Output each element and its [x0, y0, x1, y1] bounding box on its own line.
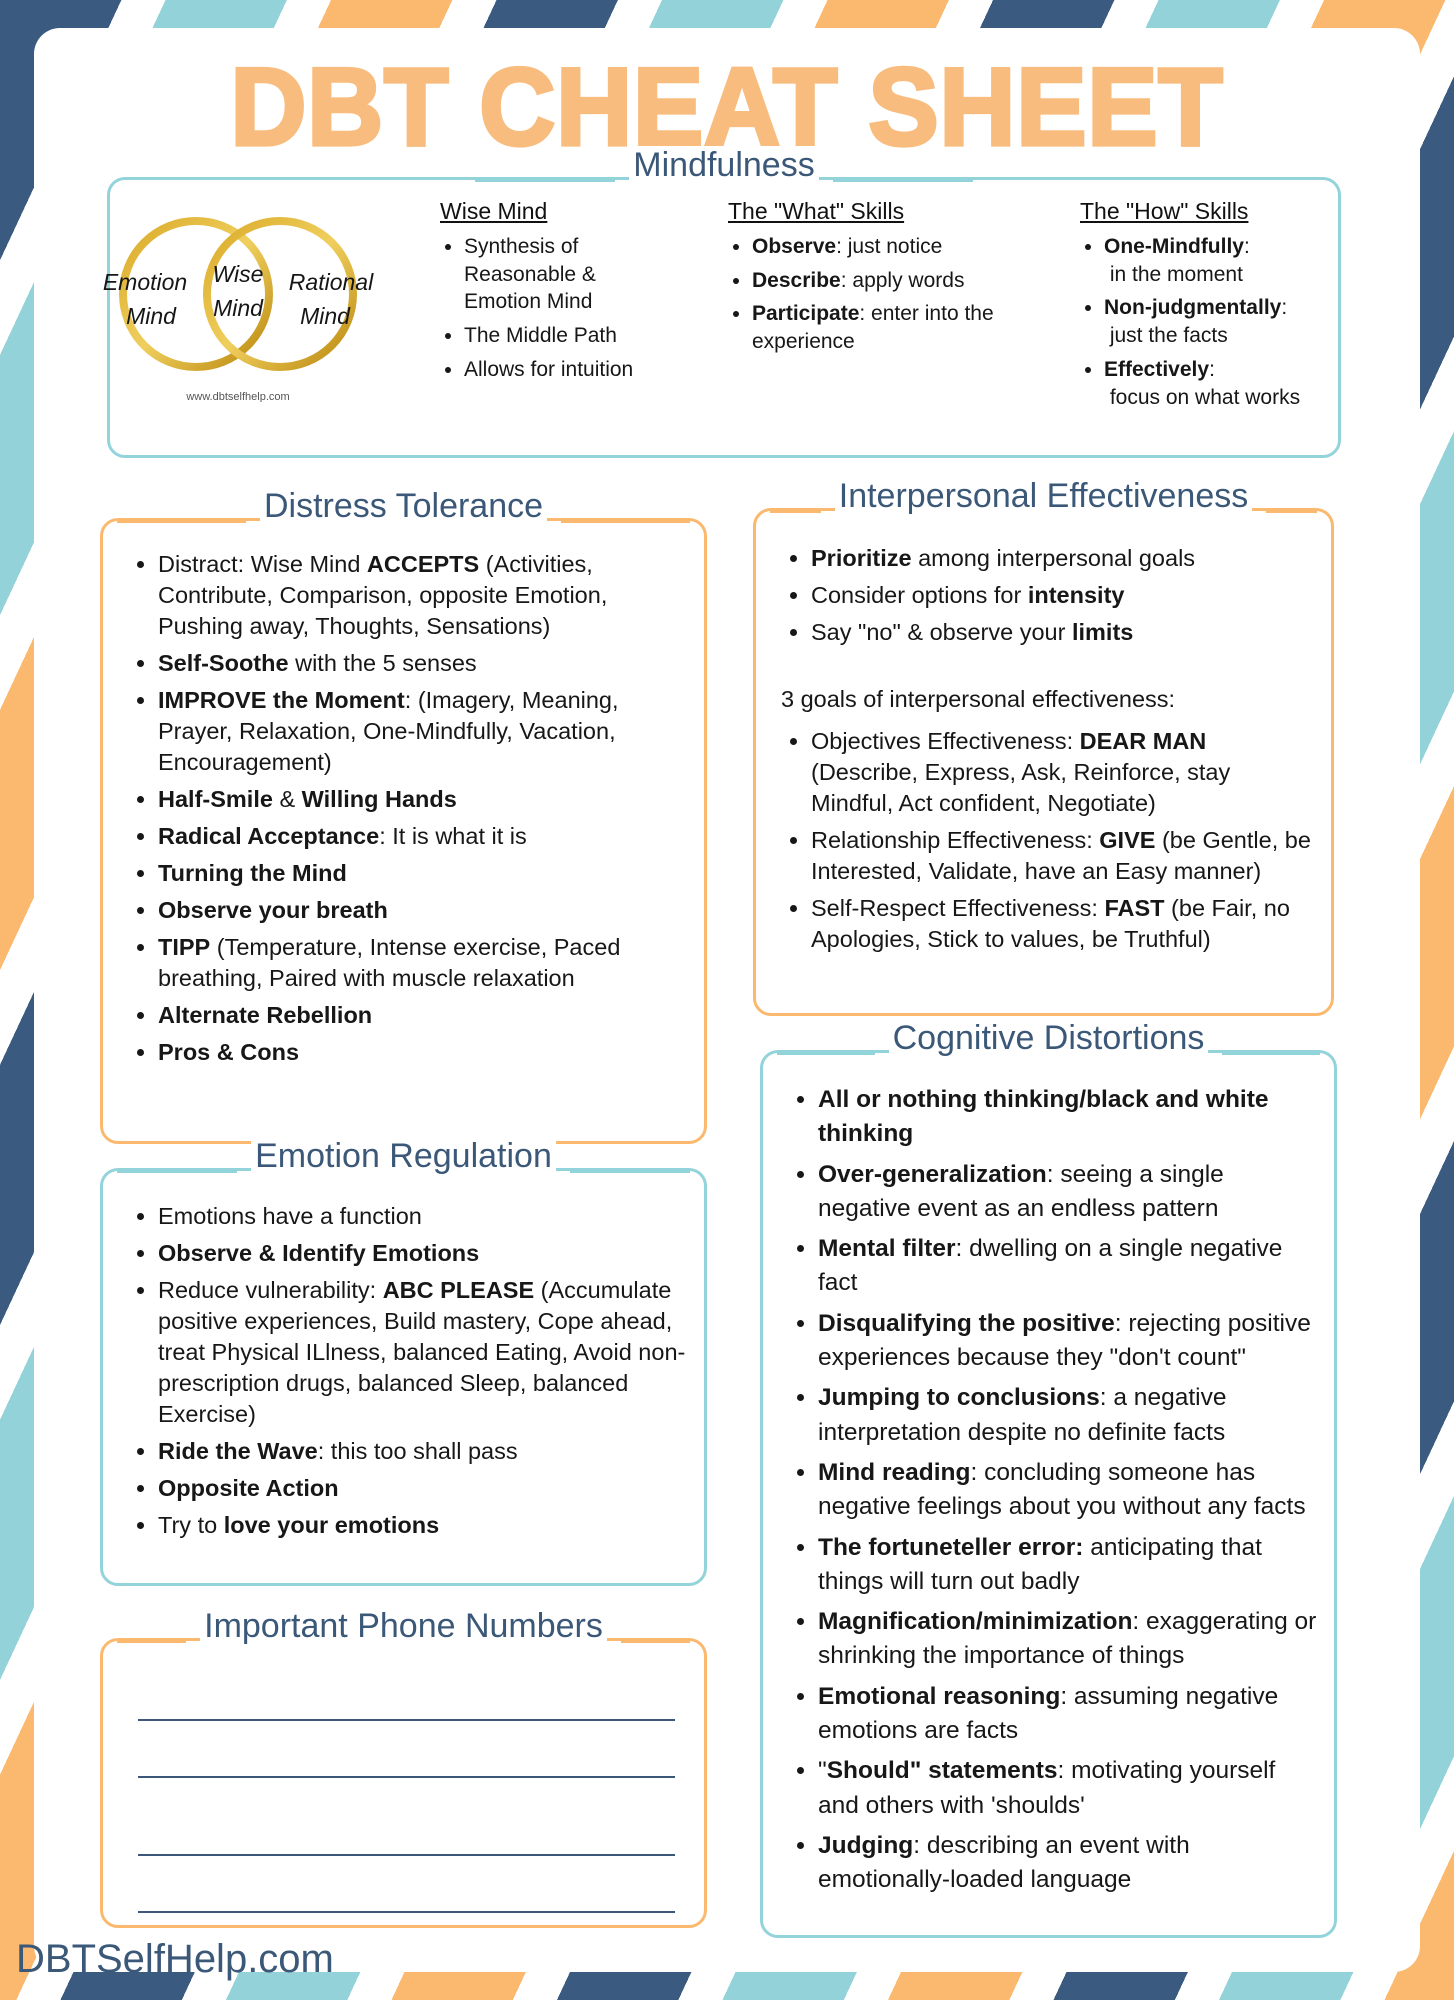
svg-text:Mind: Mind: [126, 303, 177, 329]
svg-text:Mind: Mind: [300, 303, 351, 329]
svg-text:Wise: Wise: [213, 261, 264, 287]
svg-text:www.dbtselfhelp.com: www.dbtselfhelp.com: [185, 391, 289, 402]
svg-text:Emotion: Emotion: [103, 269, 187, 295]
svg-text:Rational: Rational: [289, 269, 374, 295]
svg-text:Mind: Mind: [213, 295, 264, 321]
